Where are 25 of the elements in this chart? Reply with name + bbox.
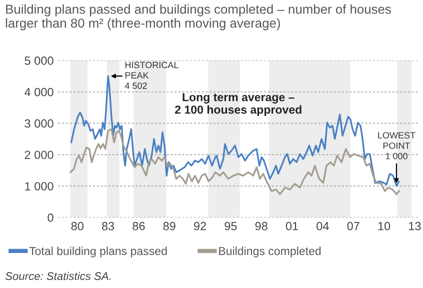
x-tick-label: 86 [132,222,145,230]
legend-label: Total building plans passed [29,246,167,258]
y-tick-label: 5 000 [24,56,54,65]
y-tick-label: 4 000 [24,88,54,96]
x-tick-label: 01 [286,222,298,230]
annotation: LOWEST POINT 1 000 [378,132,416,160]
x-tick-label: 95 [224,222,237,230]
annotation: Long term average – 2 100 houses approved [175,93,302,116]
chart-title: Building plans passed and buildings completed – number of houses larger than 80 m² (three-month moving average) [6,4,391,30]
legend-label: Buildings completed [219,246,321,258]
y-tick-label: 3 000 [24,119,54,128]
x-tick-label: 07 [347,222,360,230]
x-tick-label: 13 [409,222,421,230]
x-tick-label: 92 [194,222,206,230]
y-tick-label: 0 [48,213,54,222]
x-tick-label: 10 [378,222,390,230]
x-tick-label: 98 [255,222,268,230]
y-tick-label: 2 000 [24,150,54,160]
x-tick-label: 83 [102,222,114,230]
source-note: Source: Statistics SA. [5,272,111,280]
y-tick-label: 1 000 [25,182,54,190]
x-tick-label: 89 [163,222,176,230]
x-tick-label: 04 [316,222,329,230]
annotation: HISTORICAL PEAK 4 502 [124,62,178,89]
x-tick-label: 80 [71,222,84,230]
